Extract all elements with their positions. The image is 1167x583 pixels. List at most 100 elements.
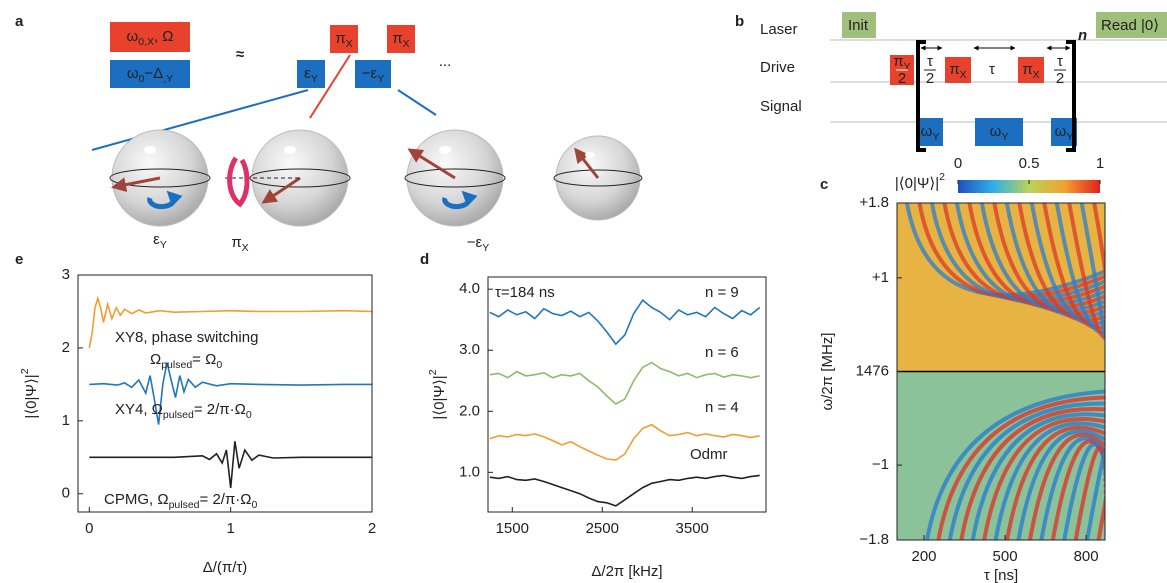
text-part: Odmr: [690, 446, 728, 463]
heatmap-band: [1092, 203, 1105, 347]
y-tick-label: 1: [62, 412, 70, 429]
heatmap-band: [1017, 203, 1105, 323]
panel-label: a: [15, 13, 24, 30]
box-label: ω0−Δ,Y: [127, 65, 173, 85]
annotation: CPMG, Ωpulsed= 2/π·Ω0: [104, 491, 258, 511]
x-tick-label: 2500: [586, 520, 619, 537]
text-part: X: [242, 242, 249, 254]
text-part: X: [960, 69, 967, 81]
annotation: τ=184 ns: [495, 284, 555, 301]
text-part: Y: [1001, 131, 1008, 143]
heatmap-band: [1016, 429, 1105, 540]
text-part: pulsed: [163, 409, 194, 421]
drive-label: πY: [893, 53, 910, 73]
text-part: X: [1033, 69, 1040, 81]
text-part: −Δ: [144, 65, 163, 82]
panel-label: d: [420, 251, 429, 268]
text-part: = 2/π·Ω: [200, 491, 252, 508]
pulse: [387, 25, 415, 53]
text-part: 2: [427, 369, 439, 375]
annotation: n = 6: [705, 344, 739, 361]
drive-label: 2: [1056, 70, 1064, 87]
text-part: n = 4: [705, 399, 739, 416]
annotation: Odmr: [690, 446, 728, 463]
text-part: = Ω: [192, 351, 216, 368]
heatmap-band: [947, 401, 1105, 540]
heatmap-band: [1029, 203, 1105, 326]
pulse-label: πX: [335, 30, 352, 50]
plot-frame: [77, 274, 373, 513]
text-part: Y: [377, 73, 384, 85]
init-box: [842, 12, 876, 38]
text-part: ε: [304, 65, 311, 82]
rotation: [147, 190, 183, 210]
text-part: ω: [990, 123, 1002, 140]
drive-label: πX: [949, 61, 966, 81]
text-part: X: [403, 38, 410, 50]
y-tick-label: +1: [872, 269, 889, 286]
heatmap-bottom: [925, 389, 1105, 540]
x-axis-label: Δ/2π [kHz]: [591, 563, 662, 580]
y-tick-label: 3: [62, 266, 70, 283]
bracket: [916, 40, 926, 152]
plot-frame: [487, 276, 767, 513]
read-label: Read |0⟩: [1101, 17, 1159, 34]
x-tick-label: 1500: [496, 520, 529, 537]
drive-label: τ: [989, 61, 995, 78]
drive-label: 2: [898, 70, 906, 87]
panel-b-shapes: [830, 12, 1167, 152]
highlight: [439, 146, 451, 154]
text-part: −ε: [467, 234, 483, 251]
approx: ≈: [236, 46, 244, 63]
y-tick-label: 4.0: [459, 280, 480, 297]
y-axis-label: ω/2π [MHz]: [819, 333, 836, 411]
highlight: [284, 146, 296, 154]
pulse-label: πX: [392, 30, 409, 50]
spin-arrow: [574, 147, 600, 179]
row-label: Signal: [760, 98, 802, 115]
text-part: pulsed: [169, 499, 200, 511]
row-label: Laser: [760, 21, 798, 38]
series-line: [489, 299, 761, 346]
y-tick-label: 2: [62, 339, 70, 356]
colorbar: [958, 180, 1100, 193]
text-part: π: [1022, 61, 1032, 78]
connector: [91, 89, 309, 151]
text-part: XY8, phase switching: [115, 329, 258, 346]
heatmap-band: [936, 395, 1105, 540]
series-line: [88, 295, 373, 349]
heatmap-band: [1103, 481, 1105, 488]
series-line: [489, 423, 760, 461]
x-tick-label: 0: [85, 520, 93, 537]
text-part: 0: [246, 409, 252, 421]
equator: [404, 168, 506, 188]
highlight: [144, 146, 156, 154]
signal-label: ωY: [1055, 123, 1074, 143]
heatmap-band: [1103, 488, 1105, 494]
pulse: [330, 25, 358, 53]
drive-label: πX: [1022, 61, 1039, 81]
x-tick-label: 1: [226, 520, 234, 537]
drive-label: τ: [927, 53, 933, 70]
pulse: [355, 60, 391, 88]
x-tick-label: 3500: [676, 520, 709, 537]
annotation: n = 4: [705, 399, 739, 416]
series-line: [489, 361, 760, 405]
heatmap-band: [942, 203, 1105, 304]
annotation: n = 9: [705, 284, 739, 301]
ellipsis: ...: [439, 53, 452, 70]
equator: [109, 168, 211, 188]
x-axis-label: τ [ns]: [984, 567, 1018, 583]
rotation: [442, 190, 478, 210]
text-part: Y: [1066, 131, 1073, 143]
x-axis-label: Δ/(π/τ): [203, 559, 248, 576]
text-part: |⟨0|Ψ⟩|: [431, 375, 448, 419]
text-part: 0: [139, 73, 145, 85]
heatmap-band: [1079, 203, 1105, 344]
text-part: π: [893, 53, 903, 70]
text-part: π: [231, 234, 241, 251]
heatmap-band: [970, 412, 1105, 540]
text-part: τ: [927, 53, 933, 70]
text-part: 0: [216, 359, 222, 371]
